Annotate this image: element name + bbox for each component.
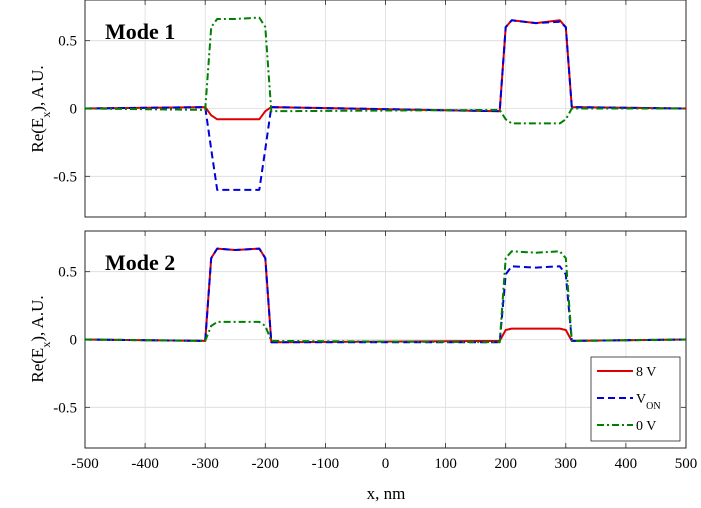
series-line-2	[84, 250, 687, 344]
x-tick-label-7: 200	[494, 456, 517, 472]
panel-mode-2: 0.5 0 -0.5 -500 -400 -300 -200 -100 0 100 200 300 40…	[28, 230, 697, 503]
y-tick-label-0: 0.5	[58, 34, 77, 50]
y-tick-label-1: 0	[70, 102, 78, 118]
x-tick-label-0: -500	[71, 456, 99, 472]
series-mode-2	[84, 247, 687, 344]
panel-mode-1: 0.50-0.5 Mode 1 Re(Ex), A.U.	[28, 0, 687, 218]
x-tick-label-10: 500	[675, 456, 698, 472]
series-line-1	[84, 19, 687, 191]
y-tick-label-2: -0.5	[53, 400, 77, 416]
panel-title-mode-2: Mode 2	[105, 250, 175, 275]
x-tick-label-8: 300	[555, 456, 578, 472]
series-mode-1	[84, 16, 687, 191]
x-tick-label-3: -200	[252, 456, 280, 472]
x-tick-label-5: 0	[382, 456, 390, 472]
x-tick-label-6: 100	[434, 456, 457, 472]
x-tick-label-2: -300	[191, 456, 219, 472]
legend-label-von-sub: ON	[646, 401, 660, 412]
legend-label-8v: 8 V	[636, 365, 656, 380]
x-tick-label-9: 400	[615, 456, 638, 472]
y-tick-label-0: 0.5	[58, 265, 77, 281]
x-axis-label: x, nm	[367, 484, 406, 503]
series-line-1	[84, 247, 687, 344]
axes-box-mode-2	[84, 230, 687, 449]
series-line-2	[84, 16, 686, 125]
x-tick-label-1: -400	[131, 456, 159, 472]
axes-box-mode-1	[84, 0, 687, 218]
legend: 8 V VON 0 V	[590, 356, 681, 442]
legend-label-von-main: V	[636, 392, 646, 407]
y-tick-label-1: 0	[70, 333, 78, 349]
y-tick-label-2: -0.5	[53, 169, 77, 185]
ticks-mode-2: 0.5 0 -0.5 -500 -400 -300 -200 -100 0 100 200 300 40…	[53, 231, 697, 472]
ticks-mode-1: 0.5 0 -0.5	[53, 0, 687, 217]
panel-title-mode-1: Mode 1	[105, 19, 175, 44]
legend-label-von: VON	[636, 392, 661, 412]
x-tick-label-4: -100	[312, 456, 340, 472]
legend-label-0v: 0 V	[636, 419, 656, 434]
